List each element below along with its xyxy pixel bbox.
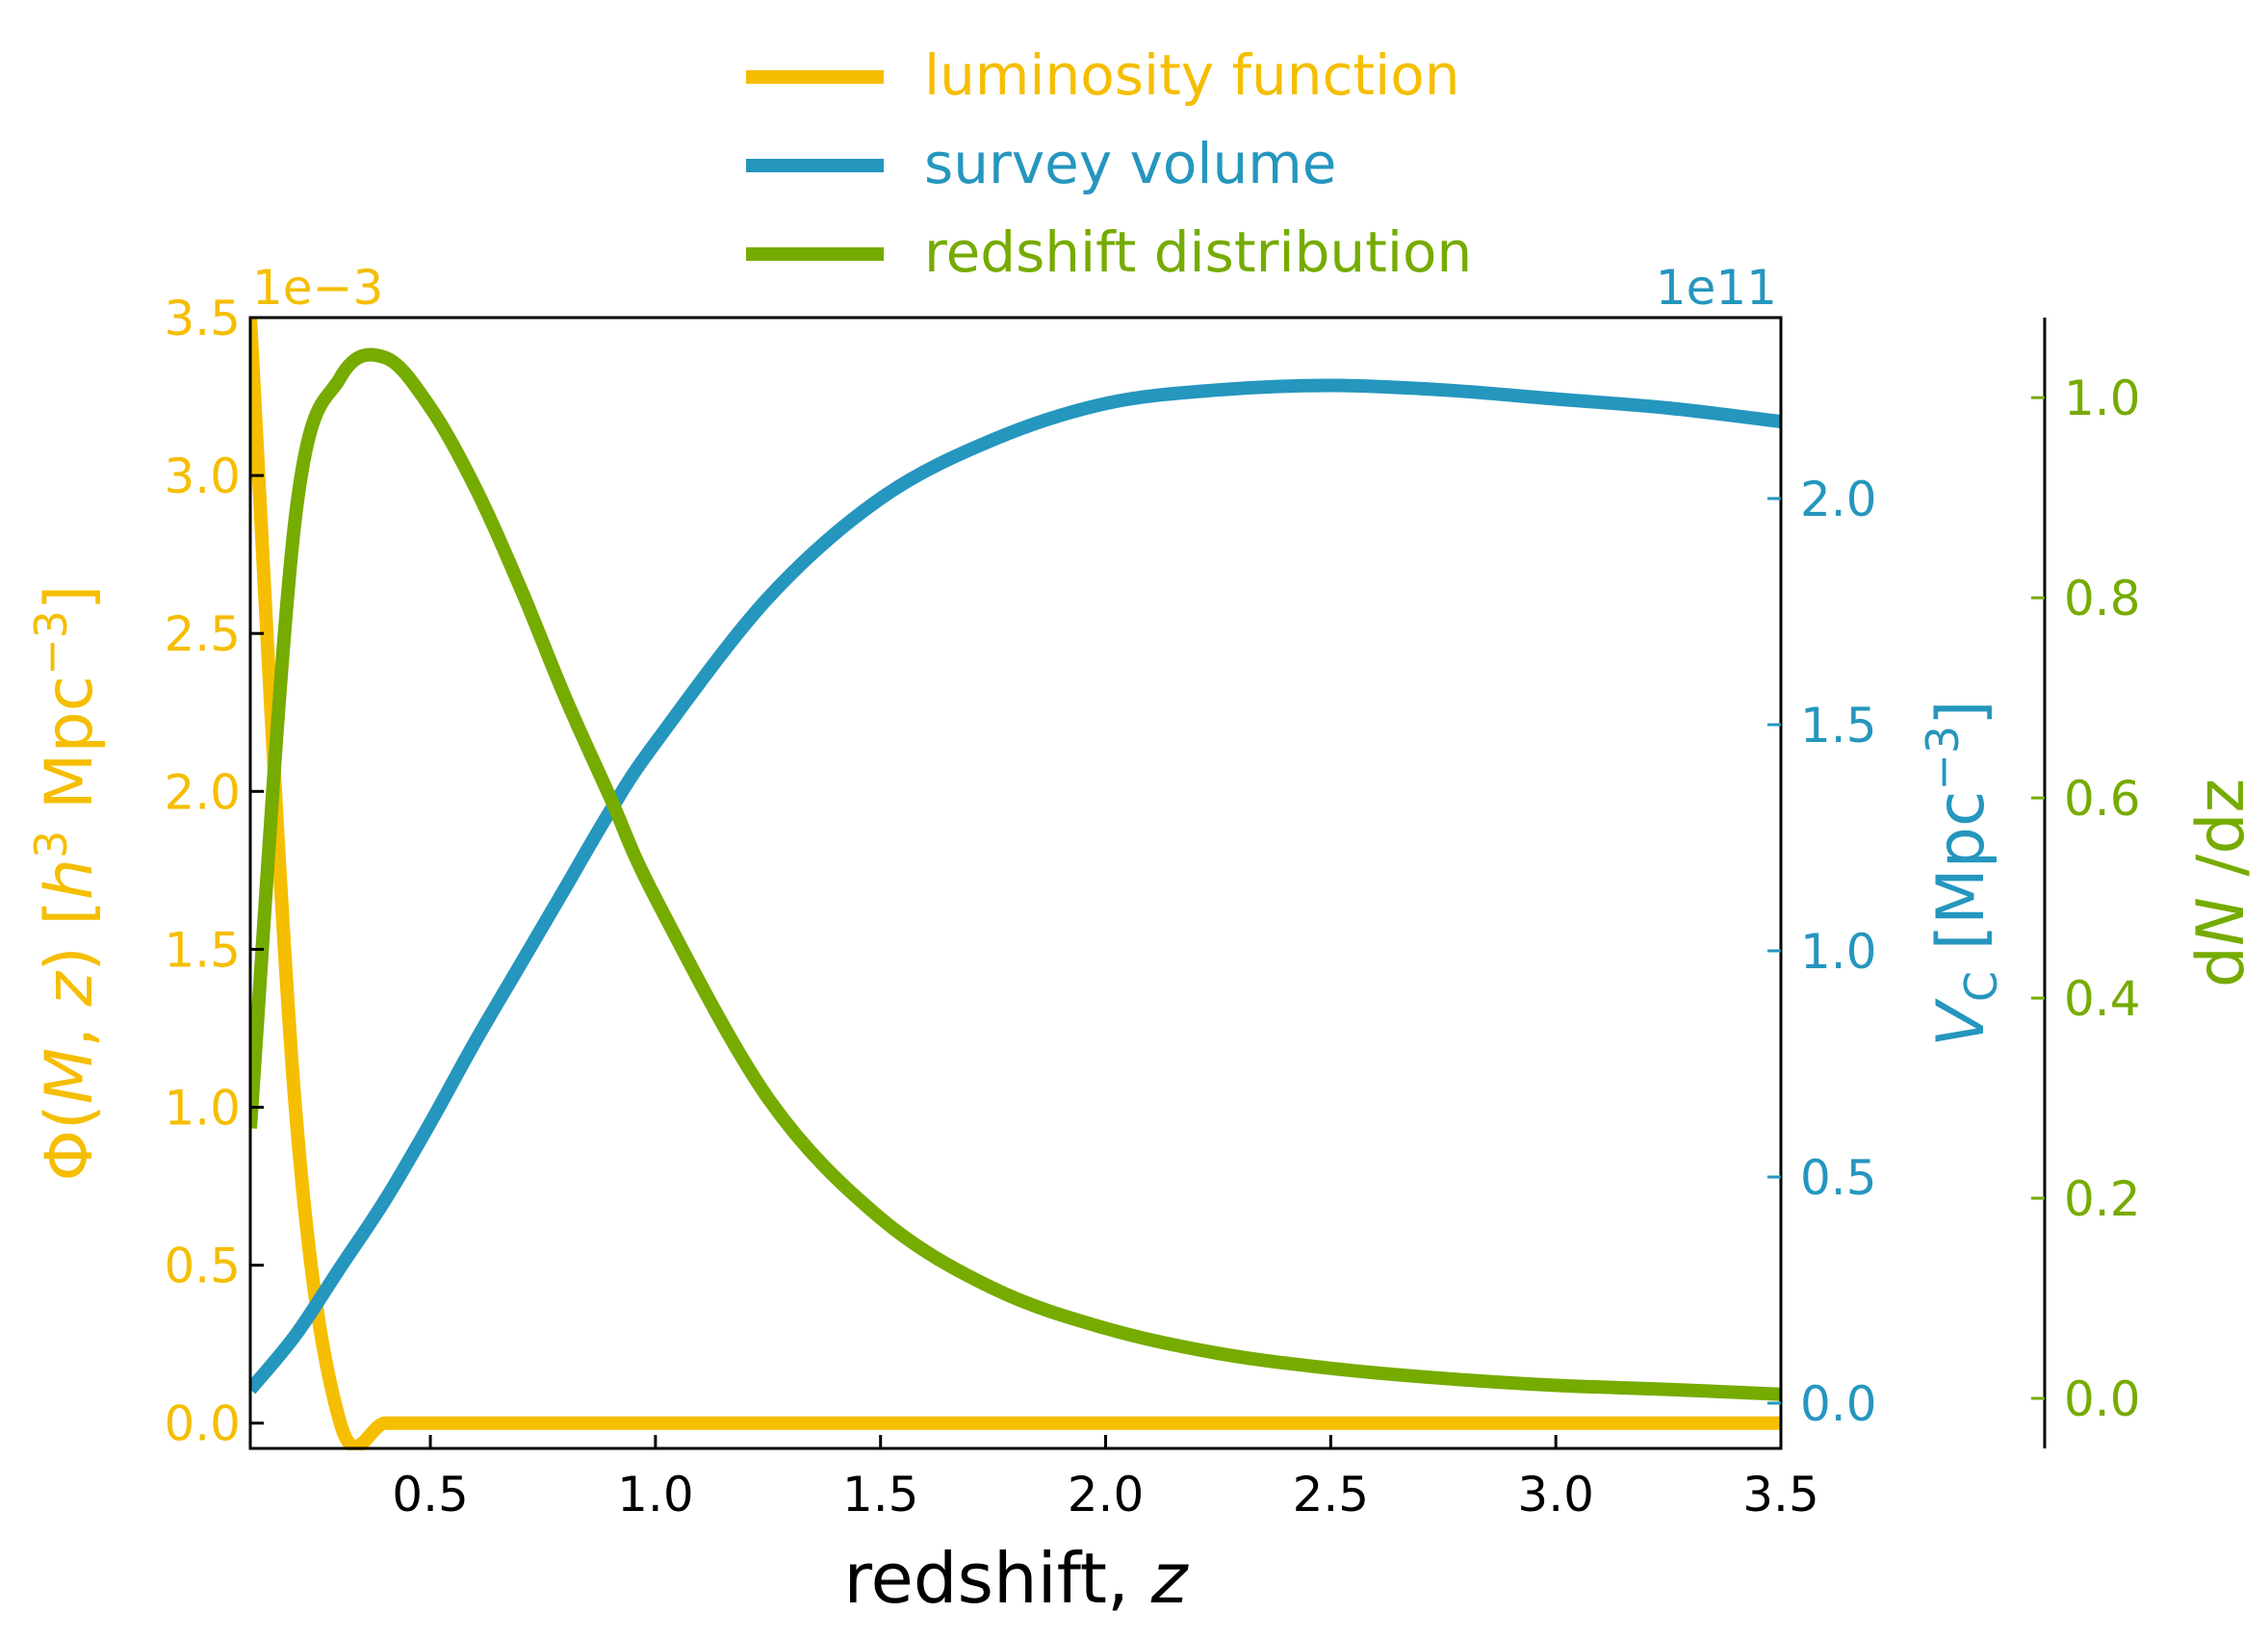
left-axis-label: Φ(M, z) [h3 Mpc−3] [25, 585, 108, 1182]
far-right-tick-label: 0.2 [2064, 1171, 2141, 1227]
series-line-survey-volume [250, 378, 1781, 1395]
x-tick-label: 3.5 [1742, 1467, 1819, 1523]
left-offset-text: 1e−3 [252, 260, 383, 316]
left-tick-label: 0.0 [164, 1396, 241, 1452]
plot-frame [248, 316, 1783, 1450]
plot-lines [250, 317, 1781, 1450]
legend-label-luminosity-function: luminosity function [924, 42, 1460, 108]
right-offset-text: 1e11 [1656, 260, 1777, 316]
left-tick-label: 3.5 [164, 291, 241, 346]
series-line-luminosity-function [250, 317, 1781, 1450]
x-axis-label: redshift, z [843, 1538, 1189, 1619]
left-tick-label: 2.5 [164, 606, 241, 662]
right-tick-label: 1.5 [1800, 698, 1877, 754]
legend-label-redshift-distribution: redshift distribution [924, 219, 1472, 285]
left-tick-label: 3.0 [164, 448, 241, 504]
series-line-redshift-distribution [250, 347, 1781, 1401]
left-tick-label: 1.5 [164, 922, 241, 978]
x-tick-label: 1.0 [617, 1467, 694, 1523]
far-right-tick-label: 1.0 [2064, 371, 2141, 426]
legend-label-survey-volume: survey volume [924, 131, 1336, 196]
right-tick-label: 1.0 [1800, 924, 1877, 980]
far-right-tick-label: 0.4 [2064, 971, 2141, 1027]
right-tick-label: 0.5 [1800, 1150, 1877, 1206]
right-tick-label: 2.0 [1800, 472, 1877, 527]
legend: luminosity function survey volume redshift… [746, 42, 1472, 285]
right-axis-label: VC [Mpc−3] [1917, 700, 2007, 1046]
x-tick-label: 1.5 [842, 1467, 919, 1523]
x-tick-label: 2.5 [1293, 1467, 1370, 1523]
left-tick-label: 0.5 [164, 1239, 241, 1294]
x-tick-label: 2.0 [1068, 1467, 1145, 1523]
far-right-axis-label: dN /dz [2183, 779, 2259, 987]
left-tick-label: 1.0 [164, 1081, 241, 1137]
x-tick-label: 3.0 [1517, 1467, 1594, 1523]
axis-labels: redshift, z Φ(M, z) [h3 Mpc−3] VC [Mpc−3] d… [25, 585, 2259, 1619]
far-right-tick-label: 0.6 [2064, 771, 2141, 827]
x-tick-label: 0.5 [392, 1467, 469, 1523]
left-tick-label: 2.0 [164, 764, 241, 820]
far-right-tick-label: 0.0 [2064, 1371, 2141, 1427]
right-tick-label: 0.0 [1800, 1376, 1877, 1432]
far-right-tick-label: 0.8 [2064, 571, 2141, 627]
axes: 0.5 1.0 1.5 2.0 2.5 3.0 3.5 0.0 0.5 1.0 1.5 2.0 2.5 3… [164, 260, 2140, 1523]
